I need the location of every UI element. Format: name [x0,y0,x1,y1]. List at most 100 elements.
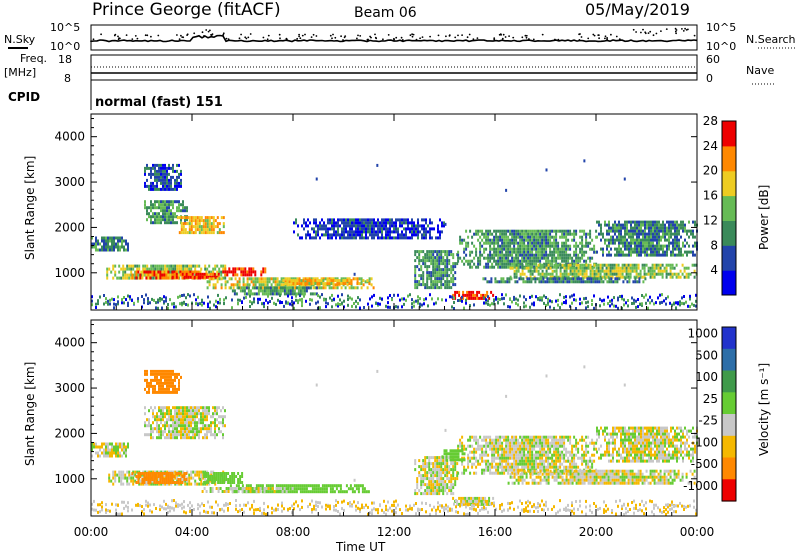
data-cell [190,476,193,480]
data-cell [264,280,267,284]
data-cell [553,269,556,273]
data-cell [115,245,117,249]
data-cell [682,220,684,224]
data-cell [559,250,562,254]
data-cell [272,280,275,284]
data-cell [137,478,140,481]
data-cell [328,282,331,286]
data-cell [579,256,582,260]
data-cell [593,244,596,248]
data-cell [509,262,512,266]
data-cell [124,273,127,277]
data-cell [648,223,650,227]
data-cell [688,220,690,224]
data-cell [306,279,309,283]
data-cell [630,232,632,236]
data-cell [618,244,620,248]
data-cell [471,265,474,269]
data-cell [440,274,443,278]
data-cell [189,272,192,276]
data-cell [309,221,311,225]
data-cell [95,248,97,252]
data-cell [680,235,682,239]
ground-scatter-cell [489,303,491,307]
data-cell [170,181,172,185]
data-cell [365,227,367,231]
data-cell [188,231,191,235]
data-cell [503,256,506,260]
data-cell [531,256,534,260]
data-cell [171,475,174,478]
nsearch-dot [92,38,95,41]
data-cell [519,265,522,269]
data-cell [235,484,238,488]
nsearch-dot [180,34,182,37]
data-cell [630,238,632,242]
data-cell [121,448,123,452]
data-cell [333,230,335,234]
data-cell [360,280,363,284]
data-cell [97,445,99,449]
data-cell [155,472,158,475]
data-cell [417,230,419,234]
data-cell [154,212,156,216]
ground-scatter-cell [501,297,503,301]
data-cell [456,290,459,294]
data-cell [345,224,347,228]
data-cell [503,253,506,257]
data-cell [101,245,103,249]
data-cell [304,280,307,284]
data-cell [689,272,692,276]
ground-scatter-cell [165,299,167,303]
data-cell [543,244,546,248]
data-cell [151,472,154,475]
data-cell [567,232,570,236]
data-cell [363,236,365,240]
data-cell [186,436,188,440]
data-cell [230,283,233,287]
data-cell [397,233,399,237]
data-cell [463,238,466,242]
data-cell [180,169,182,173]
data-cell [166,172,168,176]
ground-scatter-cell [543,301,545,305]
ground-scatter-cell [689,305,691,309]
data-cell [168,218,170,222]
ground-scatter-cell [253,300,255,304]
data-cell [446,271,449,275]
data-cell [611,275,614,279]
data-cell [241,487,244,490]
data-cell [335,224,337,228]
data-cell [549,250,552,254]
ground-scatter-cell [223,298,225,302]
data-cell [632,247,634,251]
data-cell [530,280,533,284]
data-cell [519,235,522,239]
data-cell [174,476,177,480]
ground-scatter-cell [107,302,109,306]
data-cell [200,231,203,235]
data-cell [417,233,419,237]
data-cell [176,421,178,425]
data-cell [184,482,187,486]
ground-scatter-cell [163,295,165,299]
nsearch-dot [210,34,213,36]
data-cell [291,484,294,488]
data-cell [667,272,670,276]
data-cell [233,475,236,478]
data-cell [162,178,164,182]
data-cell [112,470,115,474]
data-cell [513,272,516,276]
ground-scatter-cell [509,297,511,301]
data-cell [672,226,674,230]
data-cell [525,250,528,254]
data-cell [446,250,449,254]
data-cell [501,241,504,245]
data-cell [170,415,172,419]
data-cell [355,218,357,222]
data-cell [567,259,570,263]
data-cell [287,292,290,296]
data-cell [156,200,158,204]
data-cell [581,241,584,245]
data-cell [458,290,461,294]
